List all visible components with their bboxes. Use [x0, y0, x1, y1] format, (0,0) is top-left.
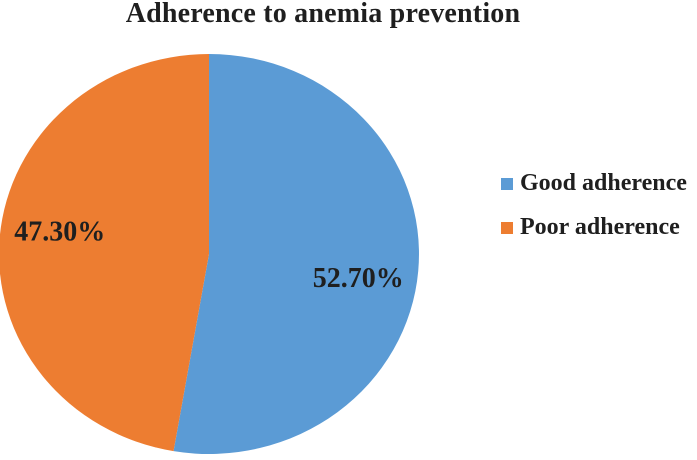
legend-label: Poor adherence [520, 214, 680, 240]
data-label-good-adherence: 52.70% [313, 263, 404, 294]
legend: Good adherence Poor adherence [501, 171, 687, 259]
chart-title: Adherence to anemia prevention [125, 0, 521, 29]
pie-slice-poor-adherence [0, 54, 209, 452]
legend-swatch-poor-adherence [501, 221, 513, 234]
legend-item-good-adherence: Good adherence [501, 171, 687, 196]
legend-swatch-good-adherence [501, 177, 513, 190]
pie-slice-good-adherence [173, 54, 419, 454]
pie-chart: 52.70% 47.30% [0, 54, 419, 454]
legend-item-poor-adherence: Poor adherence [501, 215, 687, 240]
data-label-poor-adherence: 47.30% [14, 216, 105, 247]
legend-label: Good adherence [520, 170, 687, 196]
